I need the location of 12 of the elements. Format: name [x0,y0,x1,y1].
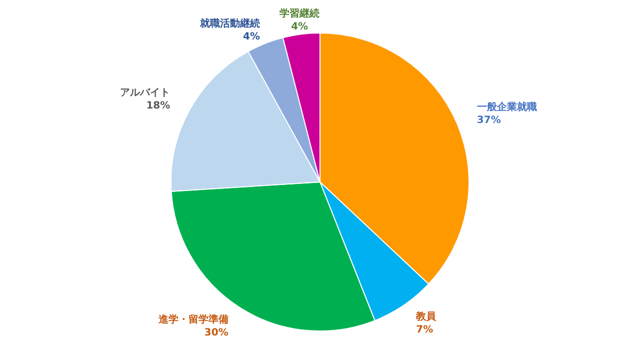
data-label: 4% [291,21,308,32]
slice-label: 就職活動継続 [198,17,260,30]
data-label: 30% [204,327,228,338]
slice-label: 教員 [415,310,438,322]
slice-label: アルバイト [120,88,170,99]
slice-label: 学習継続 [280,7,320,20]
data-label: 4% [243,31,260,42]
data-label: 37% [476,115,501,126]
slice-label: 一般企業就職 [476,101,537,114]
slice-label: 進学・留学準備 [157,313,228,326]
data-label: 18% [146,100,170,112]
data-label: 7% [416,324,434,336]
